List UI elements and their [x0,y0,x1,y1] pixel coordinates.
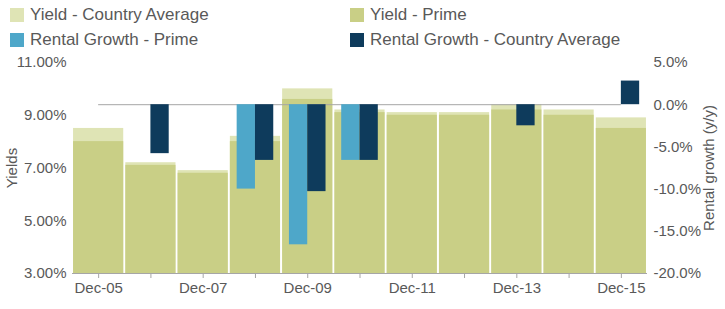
svg-text:5.0%: 5.0% [654,53,688,70]
svg-text:Dec-15: Dec-15 [597,279,645,296]
html-text:Yield - Prime: Yield - Prime [370,4,467,24]
svg-text:Dec-11: Dec-11 [389,279,436,296]
svg-text:Dec-07: Dec-07 [179,279,227,296]
svg-text:7.00%: 7.00% [24,159,67,176]
svg-text:5.00%: 5.00% [24,212,67,229]
html-text:Yield - Country Average: Yield - Country Average [30,4,209,24]
html-text:Rental Growth - Country Averag: Rental Growth - Country Average [370,29,621,49]
svg-text:-20.0%: -20.0% [654,264,702,281]
svg-text:3.00%: 3.00% [24,264,67,281]
svg-text:-5.0%: -5.0% [654,138,693,155]
svg-text:0.0%: 0.0% [654,96,688,113]
svg-text:Dec-05: Dec-05 [74,279,122,296]
html-text:Rental Growth - Prime: Rental Growth - Prime [30,29,199,49]
svg-text:Dec-09: Dec-09 [284,279,332,296]
svg-text:Rental growth (y/y): Rental growth (y/y) [700,105,717,231]
svg-text:9.00%: 9.00% [24,106,67,123]
svg-text:-10.0%: -10.0% [654,180,702,197]
svg-text:Yields: Yields [3,148,20,188]
svg-text:-15.0%: -15.0% [654,222,702,239]
svg-text:11.00%: 11.00% [17,53,67,70]
svg-text:Dec-13: Dec-13 [493,279,541,296]
